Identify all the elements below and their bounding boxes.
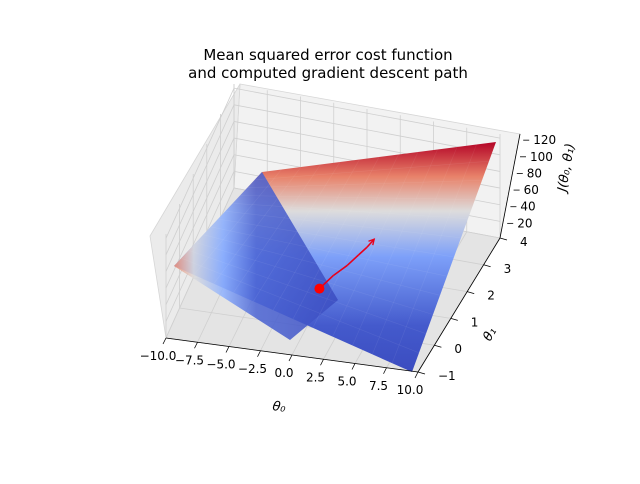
z-tick-label: 100 <box>530 150 553 164</box>
grid-line-z-back <box>233 87 501 139</box>
y-tick-label: 4 <box>520 235 528 249</box>
grid-line-z-left <box>165 121 235 272</box>
x-tick-mark <box>225 346 230 353</box>
mesh-line <box>225 210 462 239</box>
mesh-line <box>312 154 399 328</box>
y-tick-mark <box>450 318 458 321</box>
mesh-line <box>292 156 380 320</box>
mesh-line <box>232 203 469 219</box>
x-tick-label: −7.5 <box>175 353 204 367</box>
descent-path-segment <box>346 254 360 267</box>
z-tick-label: 40 <box>520 200 535 214</box>
descent-path-arrowhead <box>368 238 376 246</box>
x-tick-label: 5.0 <box>337 375 356 389</box>
y-tick-mark <box>499 237 508 241</box>
descent-start-point <box>314 283 325 294</box>
mesh-line <box>372 146 458 355</box>
z-tick-label: 120 <box>533 133 556 147</box>
y-tick-label: 2 <box>487 289 495 303</box>
x-tick-mark <box>162 337 167 345</box>
x-tick-mark <box>320 359 324 366</box>
mesh-line <box>188 250 427 334</box>
x-tick-label: 10.0 <box>397 383 424 397</box>
x-tick-label: −5.0 <box>206 358 235 372</box>
x-axis-label: θ₀ <box>271 399 287 416</box>
mesh-line <box>203 234 441 296</box>
x-ticks: −10.0−7.5 −5.0 −2.5 0.0 2.5 5.0 7.5 10.0 <box>140 337 424 397</box>
x-tick-label: 0.0 <box>274 366 293 380</box>
y-tick-mark <box>483 264 491 268</box>
x-tick-label: 7.5 <box>369 379 388 393</box>
mesh-line <box>210 226 448 277</box>
y-tick-label: 3 <box>504 262 512 276</box>
mesh-line <box>254 160 490 181</box>
cost-surface <box>174 142 496 372</box>
z-axis-line <box>499 133 521 239</box>
descent-path-segment <box>357 246 368 256</box>
x-tick-mark <box>351 363 356 370</box>
mesh-line <box>253 161 341 302</box>
chart-title-line-1: Mean squared error cost function <box>203 46 453 64</box>
grid-line-z-left <box>165 87 235 239</box>
x-tick-label: 2.5 <box>306 370 325 384</box>
y-tick-mark <box>434 344 442 348</box>
x-tick-label: −10.0 <box>140 349 177 363</box>
grid-line-z-left <box>165 154 235 305</box>
x-tick-mark <box>288 354 293 362</box>
y-axis-label: θ₁ <box>480 325 500 344</box>
grid-line-z-left <box>165 104 235 255</box>
mesh-line <box>272 159 360 311</box>
z-tick-label: 20 <box>517 216 532 230</box>
x-tick-mark <box>194 342 198 349</box>
y-tick-mark <box>467 291 475 294</box>
z-tick-label: 60 <box>524 183 539 197</box>
mesh-line <box>239 195 476 200</box>
y-tick-label: −1 <box>438 369 456 383</box>
grid-line-z-back <box>233 104 501 156</box>
x-tick-label: −2.5 <box>238 362 267 376</box>
y-tick-label: 0 <box>454 342 462 356</box>
mesh-line <box>247 180 483 188</box>
mesh-line <box>352 149 438 346</box>
y-tick-mark <box>417 371 426 375</box>
mesh-line <box>391 144 477 364</box>
mesh-line <box>195 242 434 315</box>
z-ticks: 20 40 60 80 100 120 <box>507 133 556 230</box>
descent-path-segment <box>366 238 375 248</box>
descent-path <box>314 238 376 294</box>
mesh-line <box>332 151 419 337</box>
surface-mesh <box>181 144 490 364</box>
x-tick-mark <box>383 367 387 374</box>
mesh-line <box>181 257 420 354</box>
y-tick-label: 1 <box>471 315 479 329</box>
x-tick-mark <box>257 350 261 357</box>
z-axis-label: J(θ₀, θ₁) <box>555 142 579 195</box>
z-tick-label: 80 <box>527 166 542 180</box>
mesh-line <box>213 166 302 284</box>
mesh-line <box>217 218 455 258</box>
chart-title-line-2: and computed gradient descent path <box>188 64 468 82</box>
mesh-line <box>193 169 282 276</box>
descent-path-segment <box>332 264 348 277</box>
mesh-line <box>233 164 321 293</box>
y-axis-line <box>417 237 501 373</box>
x-tick-mark <box>414 371 419 379</box>
surface-left-shading <box>174 172 338 340</box>
